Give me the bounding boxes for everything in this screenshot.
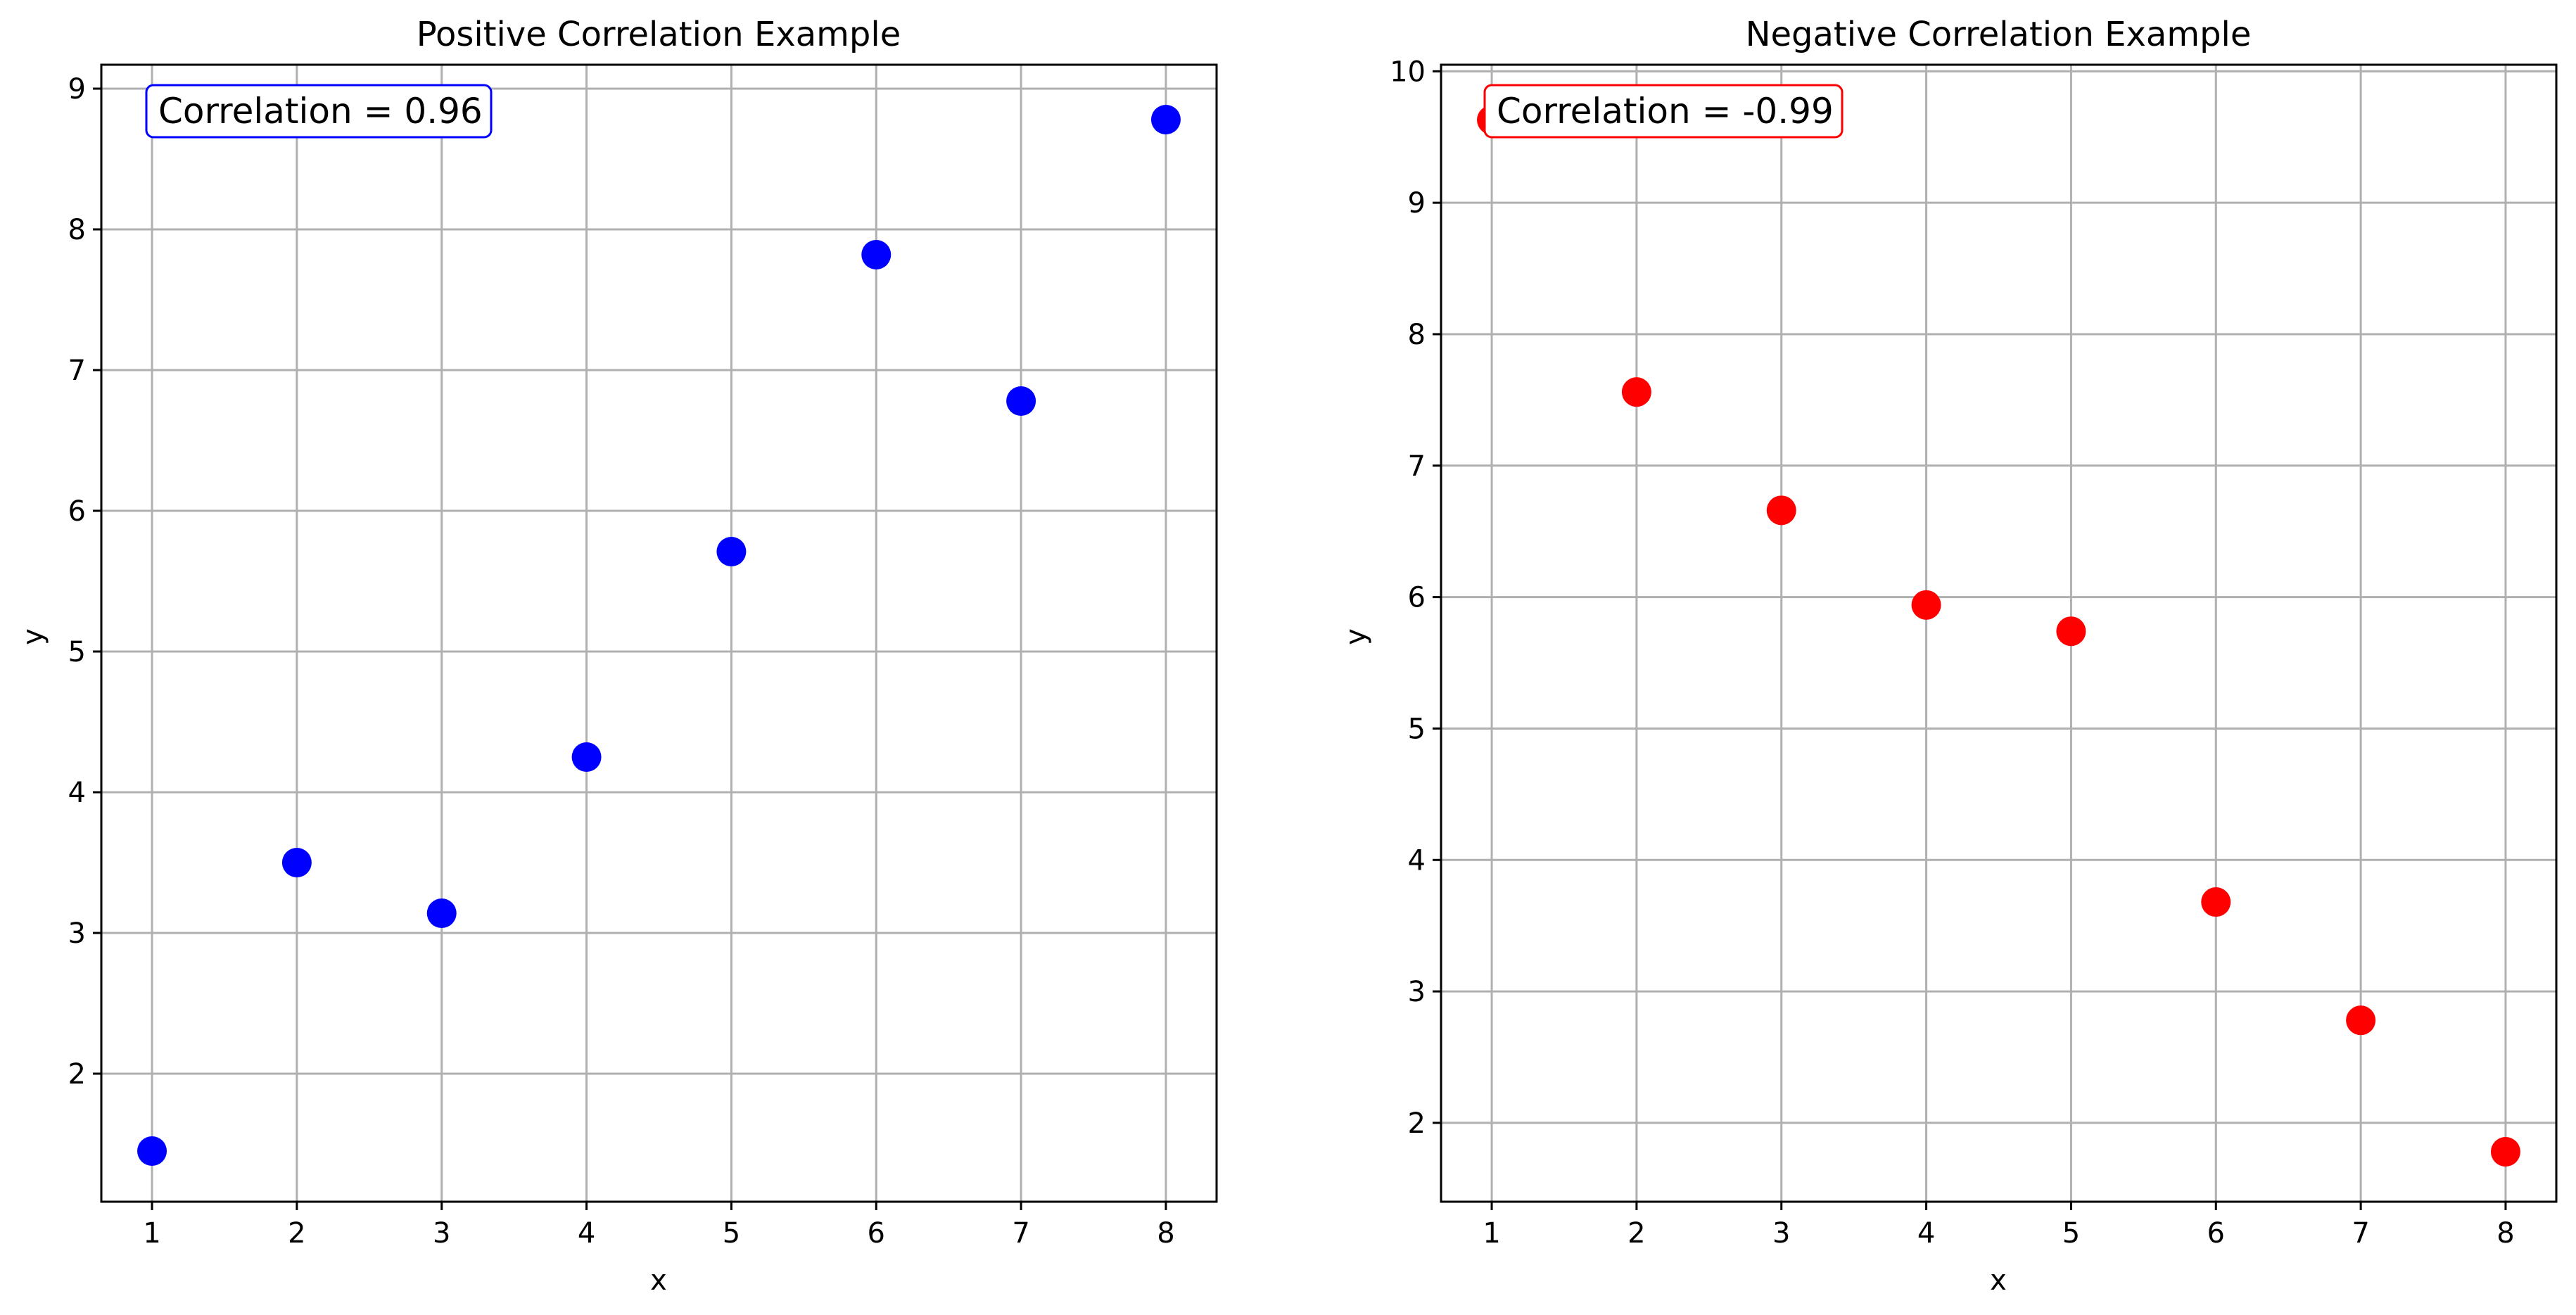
x-tick-label: 2 <box>288 1217 305 1250</box>
axes-frame <box>1440 63 2558 1203</box>
data-point <box>861 240 892 269</box>
y-tick-label: 3 <box>1408 976 1426 1008</box>
x-axis-label: x <box>1990 1264 2007 1297</box>
negative-correlation-chart: Negative Correlation Example x y 1 2 3 4 5 6 7… <box>1340 15 2558 1297</box>
positive-correlation-chart: Positive Correlation Example x y 1 2 3 4 5 6 7… <box>17 15 1218 1297</box>
data-point <box>137 1136 167 1166</box>
y-tick-label: 2 <box>1408 1107 1426 1140</box>
x-tick-label: 3 <box>1772 1217 1790 1250</box>
axis-ticks: 1 2 3 4 5 6 7 8 2 3 4 5 6 7 8 9 10 <box>1390 56 2515 1250</box>
data-point <box>1766 495 1796 526</box>
chart-title: Negative Correlation Example <box>1746 15 2252 54</box>
y-tick-label: 5 <box>68 636 86 668</box>
x-tick-label: 7 <box>1012 1217 1029 1250</box>
x-axis-label: x <box>650 1264 667 1297</box>
y-tick-label: 6 <box>68 495 86 528</box>
grid <box>101 65 1217 1202</box>
x-tick-label: 1 <box>143 1217 160 1250</box>
x-tick-label: 3 <box>433 1217 450 1250</box>
correlation-annotation: Correlation = 0.96 <box>145 84 493 139</box>
data-point <box>2490 1137 2520 1167</box>
y-tick-label: 8 <box>1408 319 1426 351</box>
x-tick-label: 7 <box>2352 1217 2369 1250</box>
x-tick-label: 8 <box>1157 1217 1174 1250</box>
data-points <box>137 105 1181 1166</box>
x-tick-label: 6 <box>2207 1217 2225 1250</box>
axis-ticks: 1 2 3 4 5 6 7 8 2 3 4 5 6 7 8 9 <box>68 73 1175 1250</box>
data-point <box>1911 590 1941 620</box>
x-tick-label: 8 <box>2496 1217 2514 1250</box>
data-point <box>281 848 312 877</box>
x-tick-label: 5 <box>2062 1217 2080 1250</box>
data-point <box>716 537 747 566</box>
y-tick-label: 9 <box>68 73 86 106</box>
data-point <box>1006 386 1036 416</box>
correlation-annotation: Correlation = -0.99 <box>1483 84 1844 139</box>
data-point <box>2201 887 2231 917</box>
y-tick-label: 5 <box>1408 713 1426 745</box>
x-tick-label: 6 <box>868 1217 885 1250</box>
y-tick-label: 9 <box>1408 187 1426 220</box>
data-point <box>426 898 457 928</box>
y-tick-label: 3 <box>68 917 86 950</box>
y-tick-label: 8 <box>68 214 86 246</box>
x-tick-label: 4 <box>578 1217 595 1250</box>
annotation-text: Correlation = -0.99 <box>1497 91 1834 132</box>
data-point <box>1150 105 1181 134</box>
chart-title: Positive Correlation Example <box>417 15 901 54</box>
y-tick-label: 4 <box>1408 844 1426 877</box>
x-tick-label: 1 <box>1483 1217 1500 1250</box>
annotation-box <box>145 84 493 139</box>
data-point <box>2346 1005 2376 1036</box>
grid <box>1441 65 2556 1202</box>
annotation-box <box>1483 84 1844 139</box>
x-tick-label: 4 <box>1917 1217 1935 1250</box>
y-tick-label: 4 <box>68 777 86 809</box>
x-tick-label: 5 <box>723 1217 740 1250</box>
y-tick-label: 10 <box>1390 56 1426 88</box>
annotation-text: Correlation = 0.96 <box>158 91 483 132</box>
y-tick-label: 6 <box>1408 582 1426 614</box>
y-tick-label: 2 <box>68 1058 86 1091</box>
data-point <box>571 742 602 772</box>
y-axis-label: y <box>17 628 49 645</box>
data-point <box>2056 616 2086 647</box>
y-axis-label: y <box>1340 628 1372 645</box>
y-tick-label: 7 <box>68 355 86 387</box>
y-tick-label: 7 <box>1408 450 1426 483</box>
axes-frame <box>100 63 1218 1203</box>
data-point <box>1621 377 1651 407</box>
x-tick-label: 2 <box>1628 1217 1645 1250</box>
